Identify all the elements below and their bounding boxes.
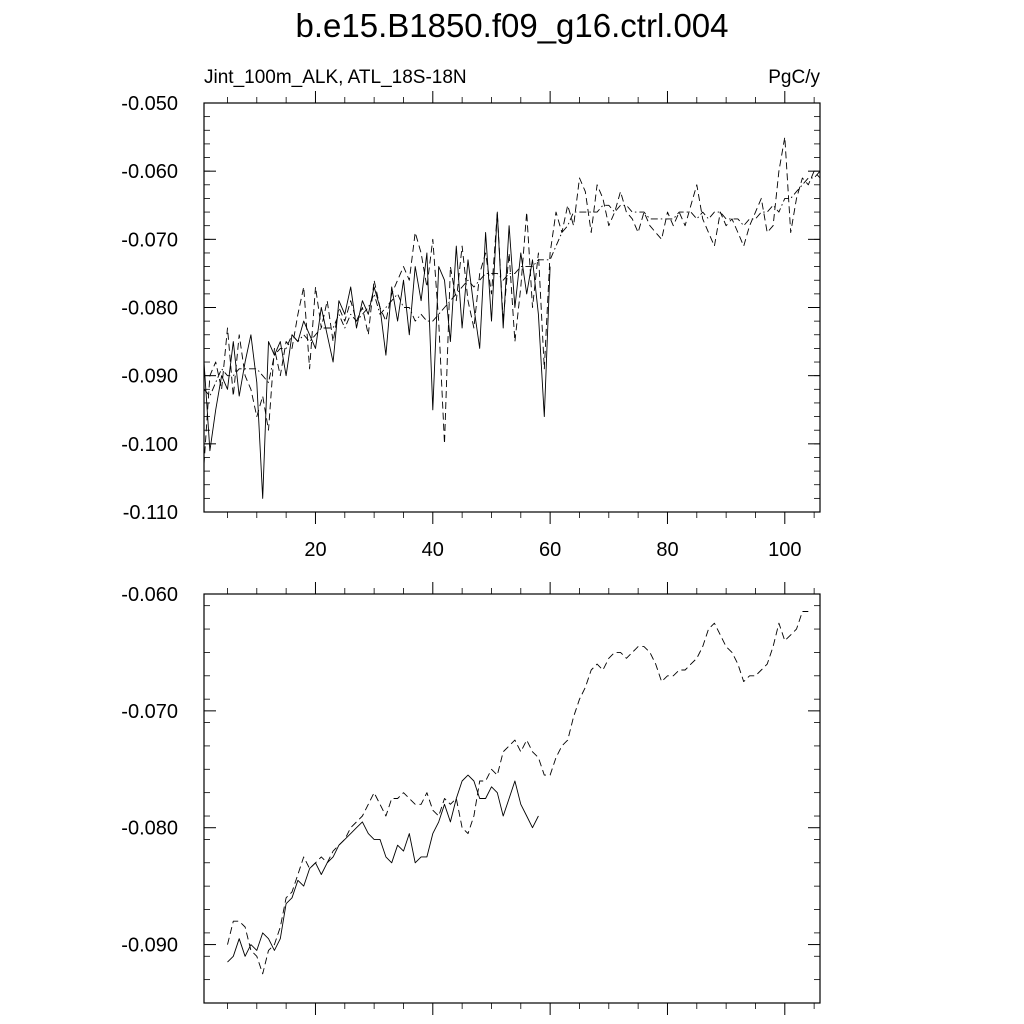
top-xtick-label: 20 <box>304 539 326 561</box>
bottom-ytick-label: -0.080 <box>121 818 178 840</box>
bottom-ytick-label: -0.060 <box>121 584 178 606</box>
figure-title: b.e15.B1850.f09_g16.ctrl.004 <box>295 7 728 44</box>
top-series-dash-line <box>203 136 821 465</box>
bottom-series-solid-line <box>227 774 539 963</box>
top-xtick-label: 80 <box>656 539 678 561</box>
top-xtick-label: 40 <box>422 539 444 561</box>
top-series-solid-line <box>203 211 551 499</box>
top-ytick-label: -0.060 <box>121 161 178 183</box>
bottom-ytick-label: -0.070 <box>121 701 178 723</box>
bottom-plot-frame <box>203 593 821 1004</box>
top-ytick-label: -0.110 <box>123 502 178 524</box>
top-xtick-label: 60 <box>539 539 561 561</box>
bottom-panel: -0.060 -0.070 -0.080 -0.090 <box>121 582 821 1015</box>
bottom-ytick-label: -0.090 <box>121 935 178 957</box>
top-ytick-label: -0.050 <box>121 93 178 115</box>
top-panel: -0.050 -0.060 -0.070 -0.080 -0.090 -0.100 -0.1… <box>121 91 821 561</box>
top-plot-frame <box>203 102 821 513</box>
top-ytick-label: -0.100 <box>121 434 178 456</box>
bottom-series-dash-line <box>227 611 809 975</box>
top-ytick-label: -0.070 <box>121 229 178 251</box>
top-xtick-label: 100 <box>768 539 801 561</box>
units-label: PgC/y <box>768 67 820 88</box>
variable-label: Jint_100m_ALK, ATL_18S-18N <box>204 67 467 88</box>
top-ytick-label: -0.080 <box>121 298 178 320</box>
top-series-dashdot-line <box>203 170 821 397</box>
top-ytick-label: -0.090 <box>121 366 178 388</box>
